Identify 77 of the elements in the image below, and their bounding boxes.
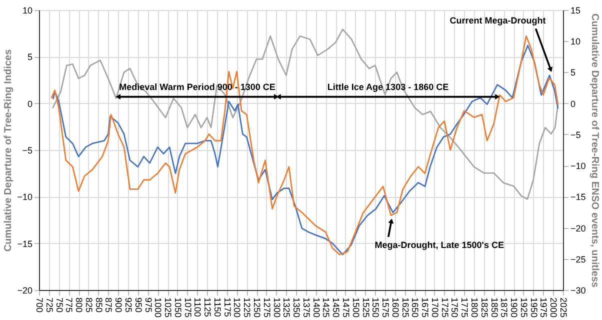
y2-tick-label: 0 — [570, 98, 576, 109]
x-tick-label: 1425 — [321, 298, 332, 318]
x-tick-label: 1575 — [380, 298, 391, 318]
x-tick-label: 1775 — [460, 298, 470, 318]
y-tick-label: 10 — [22, 6, 32, 16]
x-tick-label: 1750 — [450, 298, 460, 318]
x-tick-label: 775 — [64, 298, 74, 313]
x-tick-label: 1700 — [430, 298, 440, 318]
x-tick-label: 825 — [84, 298, 94, 313]
y2-tick-label: −25 — [570, 254, 586, 264]
y-tick-label: −20 — [17, 286, 32, 296]
y-tick-label: −15 — [17, 238, 32, 249]
x-tick-label: 800 — [74, 298, 84, 313]
y2-tick-label: −20 — [570, 223, 586, 234]
x-tick-label: 1050 — [172, 298, 183, 318]
y2-tick-label: 15 — [570, 6, 581, 16]
x-tick-label: 1125 — [202, 298, 213, 317]
x-tick-label: 1300 — [272, 298, 282, 318]
annotation: Little Ice Age 1303 - 1860 CE — [327, 82, 449, 92]
x-tick-label: 1850 — [489, 298, 500, 318]
x-tick-label: 1825 — [479, 298, 490, 318]
x-tick-label: 1100 — [192, 298, 203, 317]
x-tick-label: 750 — [54, 298, 64, 313]
x-tick-label: 1350 — [292, 298, 302, 318]
y2-tick-label: −5 — [570, 130, 581, 140]
annotation: Current Mega-Drought — [450, 16, 546, 26]
x-tick-label: 700 — [34, 298, 44, 313]
line-series — [52, 28, 559, 200]
x-tick-label: 1200 — [232, 298, 242, 318]
y2-axis-title: Cumulative Departure of Tree-Ring ENSO events, unitless — [588, 14, 600, 288]
x-tick-label: 1375 — [301, 298, 312, 318]
y-tick-label: 5 — [27, 52, 32, 62]
x-tick-label: 1725 — [440, 298, 450, 318]
y-tick-label: −10 — [17, 192, 32, 202]
x-tick-label: 1675 — [420, 298, 430, 318]
x-tick-label: 2000 — [548, 298, 559, 318]
x-tick-label: 1650 — [410, 298, 420, 318]
annotation: Mega-Drought, Late 1500's CE — [374, 240, 504, 250]
y-tick-label: 0 — [27, 98, 32, 109]
x-tick-label: 1625 — [400, 298, 410, 318]
x-tick-label: 725 — [44, 298, 54, 313]
x-tick-label: 1450 — [331, 298, 342, 318]
x-tick-label: 1025 — [163, 298, 174, 318]
x-tick-label: 1000 — [153, 298, 164, 318]
x-tick-label: 1250 — [252, 298, 262, 318]
y2-tick-label: −30 — [570, 286, 586, 296]
y2-tick-label: −15 — [570, 192, 586, 202]
y2-tick-label: 10 — [570, 36, 581, 47]
x-tick-label: 950 — [133, 298, 144, 313]
x-tick-label: 925 — [123, 298, 134, 313]
x-tick-label: 1225 — [242, 298, 252, 318]
x-tick-label: 1150 — [212, 298, 222, 317]
x-tick-label: 1500 — [350, 298, 361, 318]
x-tick-label: 2025 — [558, 298, 568, 318]
x-tick-label: 1900 — [509, 298, 520, 318]
x-tick-label: 1175 — [222, 298, 232, 317]
x-tick-label: 1525 — [360, 298, 371, 318]
x-tick-label: 1875 — [499, 298, 510, 318]
x-tick-label: 1600 — [390, 298, 400, 318]
x-tick-label: 1975 — [538, 298, 549, 318]
x-tick-label: 1075 — [182, 298, 193, 318]
y-axis-title: Cumulative Departure of Tree-Ring Indices — [3, 48, 14, 252]
x-tick-label: 850 — [94, 298, 104, 313]
x-tick-label: 900 — [114, 298, 124, 313]
x-tick-label: 1275 — [262, 298, 272, 318]
x-tick-label: 1325 — [282, 298, 292, 318]
x-tick-label: 1950 — [528, 298, 539, 318]
x-tick-label: 1925 — [518, 298, 529, 318]
x-tick-label: 1800 — [470, 298, 480, 318]
y2-tick-label: −10 — [570, 161, 586, 172]
x-tick-label: 875 — [104, 298, 114, 313]
x-tick-label: 1475 — [340, 298, 351, 318]
x-tick-label: 1400 — [311, 298, 322, 318]
x-tick-label: 975 — [143, 298, 154, 313]
y2-tick-label: 5 — [570, 68, 576, 78]
x-tick-label: 1550 — [370, 298, 381, 318]
y-tick-label: −5 — [22, 146, 32, 156]
